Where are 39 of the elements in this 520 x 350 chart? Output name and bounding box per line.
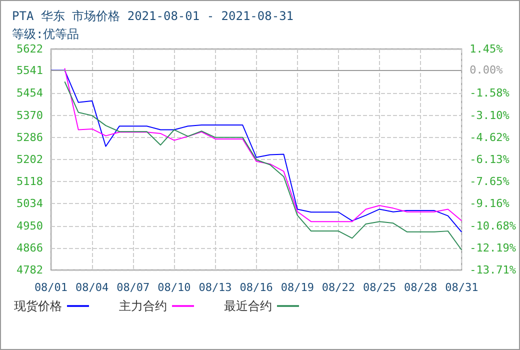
y-tick-label: 5034 [16,197,44,210]
x-tick-label: 08/25 [362,281,396,294]
legend-label: 最近合约 [224,299,272,313]
y2-tick-label: -7.65% [470,175,510,188]
y-tick-label: 5454 [16,86,44,100]
x-tick-label: 08/19 [280,281,314,294]
x-tick-label: 08/31 [445,281,478,294]
y-tick-label: 5622 [16,42,43,56]
x-tick-label: 08/28 [404,281,438,294]
x-tick-label: 08/07 [116,281,150,294]
x-tick-label: 08/01 [34,281,68,294]
y2-tick-label: -4.62% [470,130,510,144]
y-tick-label: 5541 [16,64,43,77]
line-series [64,81,462,251]
y2-tick-label: -1.58% [470,86,510,100]
y-tick-label: 5118 [16,175,43,188]
chart-subtitle: 等级:优等品 [12,27,80,41]
y2-tick-label: -3.10% [470,108,510,122]
y-tick-label: 4866 [16,241,43,254]
x-tick-label: 08/10 [158,281,191,294]
legend-label: 主力合约 [119,299,167,313]
x-tick-label: 08/13 [198,281,232,294]
y-tick-label: 5202 [16,153,43,166]
y2-tick-label: -9.16% [470,197,510,210]
y-tick-label: 4782 [16,264,43,276]
y-tick-label: 5286 [16,130,43,144]
chart-title: PTA 华东 市场价格 2021-08-01 - 2021-08-31 [12,9,294,23]
y2-tick-label: -6.13% [470,153,510,166]
legend-label: 现货价格 [14,299,62,313]
y2-tick-label: -12.19% [470,241,516,254]
y2-tick-label: -13.71% [470,264,516,276]
y2-tick-label: -10.68% [470,219,516,232]
y-tick-label: 5370 [16,108,43,122]
x-tick-label: 08/22 [322,281,356,294]
y-tick-label: 4950 [16,219,43,232]
y2-tick-label: 0.00% [470,64,504,77]
y2-tick-label: 1.45% [470,42,504,56]
x-tick-label: 08/04 [76,281,109,294]
x-tick-label: 08/16 [240,281,273,294]
